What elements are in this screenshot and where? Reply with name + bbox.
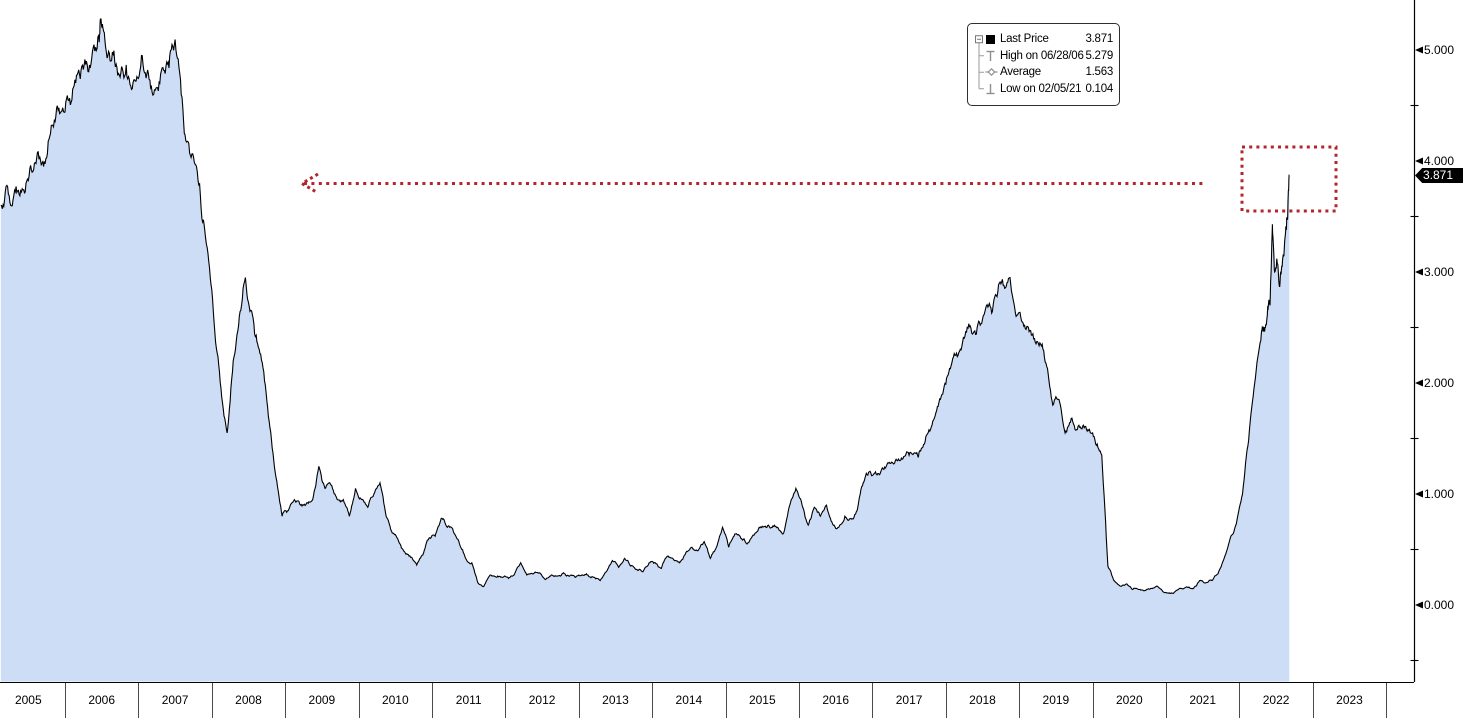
y-axis-label: 4.000 [1424,154,1455,168]
x-axis-year-label: 2007 [161,693,189,707]
legend-label: Average [1000,66,1041,79]
x-axis-year-label: 2019 [1042,693,1070,707]
x-axis-year-label: 2017 [895,693,923,707]
x-axis-year-divider [211,683,213,718]
legend-collapse-icon[interactable] [975,35,983,44]
x-axis-year-label: 2022 [1262,693,1290,707]
legend-label: Last Price [1000,33,1049,46]
x-axis-year-divider [799,683,800,718]
x-axis-year-label: 2015 [748,693,776,707]
x-axis-year-label: 2011 [455,693,482,707]
legend-value: 0.104 [1085,82,1113,95]
x-axis-year-divider [1239,683,1241,718]
chart-legend[interactable]: Last Price 3.871 High on 06/28/06 5.279 … [967,23,1120,106]
x-axis-year-divider [138,683,140,718]
x-axis-year-label: 2016 [822,693,850,707]
x-axis-year-divider [358,683,360,718]
x-axis-year-divider [652,683,654,718]
x-axis-year-band: 2005 2006 2007 2008 2009 2010 2011 2012 2013 2014… [0,682,1414,718]
x-axis-year-label: 2005 [14,693,42,707]
x-axis-year-divider [505,683,507,718]
x-axis-year-divider [432,683,433,718]
low-marker-icon [985,83,1000,95]
x-axis-year-divider [1386,683,1388,718]
x-axis-year-divider [1092,683,1094,718]
legend-label: Low on 02/05/21 [1000,82,1082,95]
x-axis-year-divider [578,683,580,718]
high-marker-icon [985,50,1000,62]
y-axis-label: 3.000 [1424,265,1455,279]
legend-value: 1.563 [1085,66,1113,79]
price-line[interactable] [0,18,1290,595]
x-axis-year-label: 2008 [235,693,262,707]
price-area-fill [0,19,1290,682]
last-price-square-icon [985,34,1000,45]
y-axis-major-tick [1415,490,1423,498]
x-axis-year-divider [725,683,727,718]
x-axis-year-divider [872,683,874,718]
dotted-box-annotation[interactable] [1240,145,1338,214]
dotted-arrow-annotation[interactable] [288,170,1210,197]
legend-row-high[interactable]: High on 06/28/06 5.279 [985,48,1115,65]
y-axis-major-tick [1415,157,1423,165]
legend-value: 3.871 [1085,33,1113,46]
x-axis-year-label: 2006 [88,693,116,707]
x-axis-year-label: 2018 [969,693,996,707]
y-axis-label: 2.000 [1424,376,1455,390]
y-axis-major-tick [1415,601,1423,609]
legend-tree-connector [975,35,984,90]
x-axis-year-label: 2023 [1336,693,1363,707]
y-axis-label: 1.000 [1424,487,1455,501]
legend-row-last-price[interactable]: Last Price 3.871 [985,31,1115,48]
x-axis-year-label: 2012 [528,693,556,707]
x-axis-year-divider [285,683,287,718]
legend-label: High on 06/28/06 [1000,49,1084,62]
y-axis-major-tick [1415,379,1423,387]
x-axis-year-label: 2009 [308,693,336,707]
legend-row-low[interactable]: Low on 02/05/21 0.104 [985,81,1115,98]
y-axis-major-tick [1415,268,1423,276]
legend-row-average[interactable]: Average 1.563 [985,64,1115,81]
x-axis-year-label: 2020 [1115,693,1143,707]
x-axis-year-label: 2014 [675,693,703,707]
last-price-tag-value: 3.871 [1423,168,1454,182]
x-axis-year-divider [65,683,66,718]
x-axis-year-divider [1166,683,1167,718]
dotted-arrow-head-lower [301,182,319,195]
x-axis-year-divider [1019,683,1021,718]
y-axis-label: 0.000 [1424,598,1455,612]
last-price-tag: 3.871 [1415,168,1463,183]
x-axis-year-divider [1312,683,1314,718]
x-axis-year-label: 2021 [1189,693,1217,707]
y-axis-major-tick [1415,46,1423,54]
y-axis-label: 5.000 [1424,43,1455,57]
average-marker-icon [985,66,1000,78]
dotted-box-rect [1240,145,1338,213]
x-axis-year-label: 2013 [602,693,629,707]
x-axis-year-label: 2010 [381,693,409,707]
legend-value: 5.279 [1085,49,1113,62]
x-axis-year-divider [945,683,947,718]
